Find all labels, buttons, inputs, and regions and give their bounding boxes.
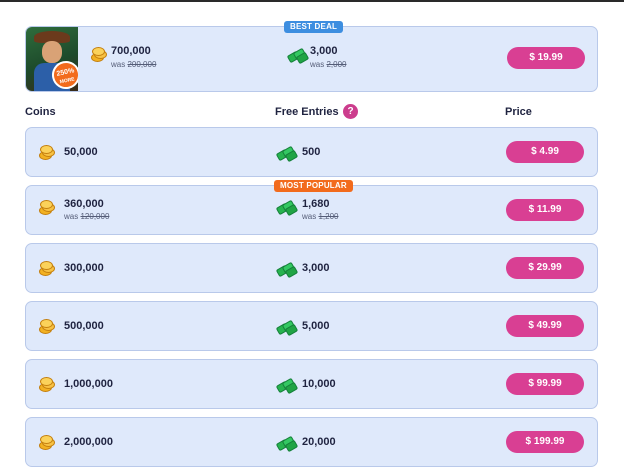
buy-button[interactable]: $ 99.99 — [506, 373, 584, 395]
coins-column-header: Coins — [25, 106, 56, 118]
row-coins-amount: 300,000 — [64, 262, 104, 274]
most-popular-badge: MOST POPULAR — [274, 180, 353, 192]
featured-coins-amount: 700,000 — [111, 45, 151, 57]
row-coins-amount: 2,000,000 — [64, 436, 113, 448]
free-entries-column-header: Free Entries — [275, 106, 339, 118]
promo-character-image: 250% MORE — [26, 27, 78, 91]
buy-button[interactable]: $ 4.99 — [506, 141, 584, 163]
row-entries-amount: 1,680 — [302, 198, 330, 210]
featured-entries-was: was 2,000 — [310, 60, 347, 69]
row-entries-amount: 500 — [302, 146, 321, 158]
green-gem-icon — [275, 261, 299, 279]
row-entries-amount: 10,000 — [302, 378, 336, 390]
row-entries-amount: 20,000 — [302, 436, 336, 448]
row-coins-amount: 360,000 — [64, 198, 104, 210]
buy-button[interactable]: $ 29.99 — [506, 257, 584, 279]
top-border — [0, 0, 624, 2]
buy-button[interactable]: $ 199.99 — [506, 431, 584, 453]
buy-featured-button[interactable]: $ 19.99 — [507, 47, 585, 69]
row-entries-amount: 5,000 — [302, 320, 330, 332]
coin-stack-icon — [91, 46, 108, 63]
row-coins-was: was 120,000 — [64, 212, 110, 221]
package-row[interactable]: 50,000 500 $ 4.99 — [25, 127, 598, 177]
buy-button[interactable]: $ 11.99 — [506, 199, 584, 221]
coin-stack-icon — [39, 199, 56, 216]
coin-stack-icon — [39, 434, 56, 451]
green-gem-icon — [275, 435, 299, 453]
package-row[interactable]: MOST POPULAR 360,000 was 120,000 1,680 w… — [25, 180, 598, 235]
coin-stack-icon — [39, 376, 56, 393]
price-column-header: Price — [505, 106, 532, 118]
buy-button[interactable]: $ 49.99 — [506, 315, 584, 337]
package-row[interactable]: 2,000,000 20,000 $ 199.99 — [25, 417, 598, 467]
featured-coins-was: was 200,000 — [111, 60, 157, 69]
package-row[interactable]: 1,000,000 10,000 $ 99.99 — [25, 359, 598, 409]
coin-stack-icon — [39, 260, 56, 277]
green-gem-icon — [275, 377, 299, 395]
row-coins-amount: 1,000,000 — [64, 378, 113, 390]
row-coins-amount: 500,000 — [64, 320, 104, 332]
featured-package-card[interactable]: BEST DEAL 250% MORE 700,000 was 200,000 … — [25, 21, 598, 92]
featured-entries-amount: 3,000 — [310, 45, 338, 57]
row-entries-amount: 3,000 — [302, 262, 330, 274]
question-icon[interactable]: ? — [343, 104, 358, 119]
best-deal-badge: BEST DEAL — [284, 21, 344, 33]
coin-stack-icon — [39, 144, 56, 161]
row-coins-amount: 50,000 — [64, 146, 98, 158]
coin-stack-icon — [39, 318, 56, 335]
package-row[interactable]: 500,000 5,000 $ 49.99 — [25, 301, 598, 351]
green-gem-icon — [286, 47, 310, 65]
green-gem-icon — [275, 145, 299, 163]
row-entries-was: was 1,200 — [302, 212, 339, 221]
green-gem-icon — [275, 319, 299, 337]
green-gem-icon — [275, 199, 299, 217]
package-row[interactable]: 300,000 3,000 $ 29.99 — [25, 243, 598, 293]
